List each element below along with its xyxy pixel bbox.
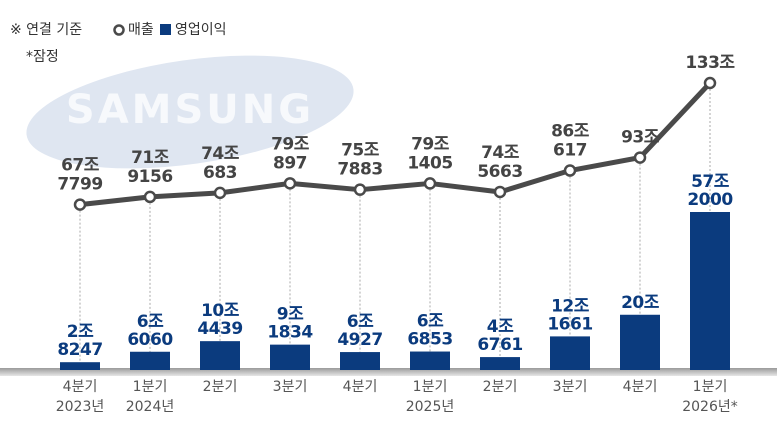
x-tick-label: 4분기 <box>343 379 378 395</box>
line-marker <box>353 183 367 196</box>
bar-value-label: 6060 <box>127 330 173 350</box>
line-value-label: 7799 <box>57 175 102 195</box>
x-tick-year: 2025년 <box>406 399 455 415</box>
legend: 매출 영업이익 <box>113 22 227 38</box>
bar <box>270 344 310 370</box>
line-value-label: 1405 <box>407 153 452 173</box>
x-tick-label: 3분기 <box>273 379 308 395</box>
line-value-label: 9156 <box>127 167 172 187</box>
x-tick-label: 1분기 <box>693 379 728 395</box>
line-value-label: 133조 <box>685 53 735 73</box>
x-tick-year: 2026년* <box>682 399 738 415</box>
bar-value-label: 1834 <box>267 323 313 343</box>
bar <box>620 314 660 370</box>
bar-value-label: 6조 <box>137 312 164 332</box>
x-tick-label: 4분기 <box>623 379 658 395</box>
x-tick-label: 2분기 <box>203 379 238 395</box>
line-value-label: 74조 <box>201 144 240 164</box>
logo-text: SAMSUNG <box>66 87 314 133</box>
bar-value-label: 20조 <box>621 293 660 313</box>
line-marker <box>423 177 437 190</box>
bar-value-label: 4439 <box>197 319 242 339</box>
bar-value-label: 8247 <box>57 340 102 360</box>
legend-label: 영업이익 <box>175 22 227 38</box>
line-value-label: 897 <box>273 153 307 173</box>
line-value-label: 5663 <box>477 162 522 182</box>
bar-value-label: 4927 <box>337 330 382 350</box>
bar <box>690 212 730 370</box>
line-marker <box>213 186 227 200</box>
x-tick-label: 3분기 <box>553 379 588 395</box>
bar-value-label: 10조 <box>201 301 240 321</box>
footnote: *잠정 <box>26 49 59 65</box>
bar <box>60 362 100 370</box>
bar <box>130 351 170 370</box>
bar-value-label: 9조 <box>277 305 304 325</box>
legend-note: ※ 연결 기준 <box>10 22 82 38</box>
line-value-label: 79조 <box>411 134 450 154</box>
line-value-label: 79조 <box>271 134 310 154</box>
line-marker <box>633 151 647 164</box>
line-value-label: 7883 <box>337 160 382 180</box>
bar-value-label: 1661 <box>547 314 592 334</box>
line-value-label: 86조 <box>551 122 590 142</box>
bar <box>200 341 240 370</box>
line-marker <box>143 190 157 204</box>
baseline <box>0 368 777 376</box>
x-tick-year: 2023년 <box>56 399 105 415</box>
legend-marker <box>113 24 125 36</box>
bar-value-label: 6761 <box>477 335 522 355</box>
bar-value-label: 2000 <box>687 190 733 210</box>
line-value-label: 75조 <box>341 141 380 161</box>
x-tick-label: 4분기 <box>63 379 98 395</box>
line-marker <box>283 177 297 190</box>
bar <box>480 357 520 370</box>
x-tick-label: 1분기 <box>133 379 168 395</box>
bar-value-label: 6853 <box>407 330 452 350</box>
x-tick-label: 2분기 <box>483 379 518 395</box>
bar <box>410 351 450 370</box>
bar <box>550 336 590 370</box>
legend-marker <box>160 24 171 35</box>
line-marker <box>493 185 507 199</box>
line-value-label: 71조 <box>131 148 170 168</box>
bar-value-label: 6조 <box>417 312 444 332</box>
x-tick-year: 2024년 <box>126 399 175 415</box>
line-value-label: 617 <box>553 141 587 161</box>
bar-value-label: 2조 <box>67 322 94 342</box>
logo-ellipse <box>26 55 354 169</box>
bar-value-label: 12조 <box>551 296 590 316</box>
line-value-label: 67조 <box>61 156 100 176</box>
line-value-label: 93조 <box>621 128 660 148</box>
line <box>79 81 712 208</box>
bar-value-label: 6조 <box>347 312 374 332</box>
line-marker <box>563 164 577 177</box>
bar-value-label: 57조 <box>691 172 730 192</box>
line-value-label: 74조 <box>481 143 520 163</box>
x-tick-label: 1분기 <box>413 379 448 395</box>
line-marker <box>73 198 87 211</box>
line-marker <box>703 76 717 90</box>
legend-label: 매출 <box>128 22 154 38</box>
bar-value-label: 4조 <box>487 317 514 337</box>
line-value-label: 683 <box>203 163 237 183</box>
bar <box>340 352 380 370</box>
